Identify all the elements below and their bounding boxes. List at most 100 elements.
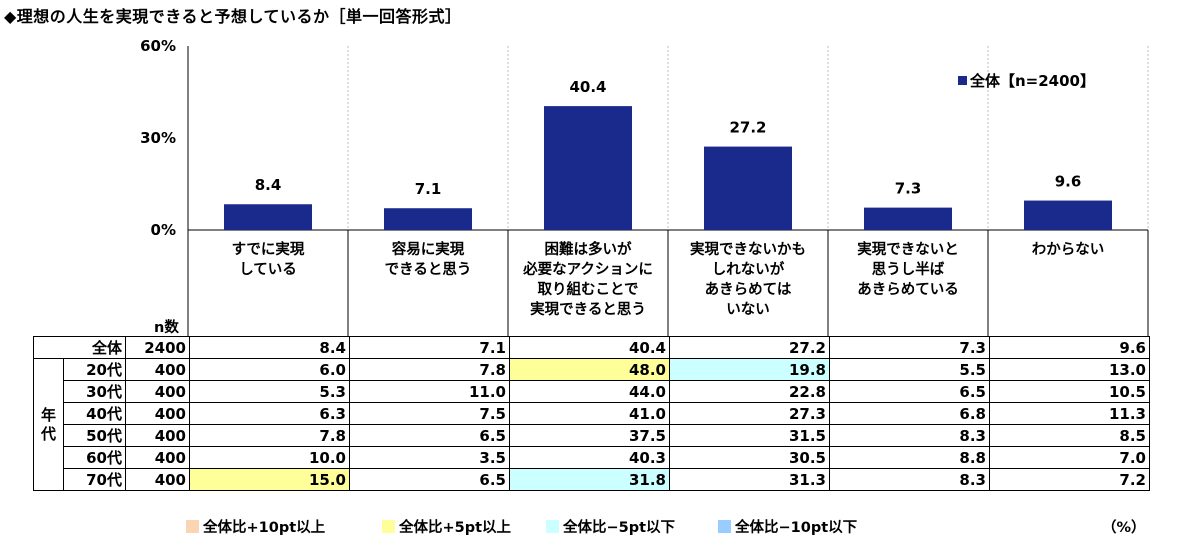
highlight-swatch [546, 520, 559, 533]
data-table: 全体 2400 8.4 7.1 40.4 27.2 7.3 9.6 年 代 20代 400 6.0 7.… [33, 336, 1150, 491]
table-cell: 7.3 [829, 336, 990, 359]
bar [704, 146, 792, 230]
table-cell: 7.0 [989, 446, 1150, 469]
table-cell: 44.0 [509, 380, 670, 403]
category-label: すでに実現 している [231, 242, 305, 278]
table-cell: 10.5 [989, 380, 1150, 403]
table-cell: 41.0 [509, 402, 670, 425]
legend-entry: 全体【n=2400】 [969, 72, 1095, 90]
n-value: 400 [125, 424, 190, 447]
table-cell: 6.0 [189, 358, 350, 381]
row-label: 50代 [63, 424, 126, 447]
legend-swatch [958, 76, 967, 85]
unit-label: （%） [1102, 520, 1146, 536]
table-cell: 7.1 [349, 336, 510, 359]
table-cell: 11.0 [349, 380, 510, 403]
table-cell: 7.8 [189, 424, 350, 447]
table-cell: 7.8 [349, 358, 510, 381]
highlight-swatch [382, 520, 395, 533]
table-cell: 30.5 [669, 446, 830, 469]
table-cell: 22.8 [669, 380, 830, 403]
table-cell: 37.5 [509, 424, 670, 447]
table-cell: 6.5 [829, 380, 990, 403]
n-value: 400 [125, 446, 190, 469]
table-cell: 8.3 [829, 424, 990, 447]
table-cell: 15.0 [189, 468, 350, 491]
table-cell: 40.3 [509, 446, 670, 469]
group-label: 年 代 [33, 358, 64, 491]
row-label: 40代 [63, 402, 126, 425]
table-cell: 48.0 [509, 358, 670, 381]
y-tick-label: 30% [140, 129, 176, 147]
highlight-label: 全体比−10pt以下 [735, 520, 858, 536]
category-label: 困難は多いが 必要なアクションに 取り組むことで 実現できると思う [523, 242, 653, 318]
highlight-label: 全体比−5pt以下 [563, 520, 676, 536]
bar [1024, 200, 1112, 230]
bar [864, 207, 952, 230]
bar-chart: 0% 30% 60% 8.4 7.1 40.4 27.2 7.3 9.6 全体【n=2400】 [140, 37, 1149, 337]
table-row: 70代 400 15.0 6.5 31.8 31.3 8.3 7.2 [34, 468, 1150, 491]
table-cell: 31.8 [509, 468, 670, 491]
highlight-label: 全体比+10pt以上 [203, 520, 326, 536]
n-value: 400 [125, 380, 190, 403]
table-cell: 13.0 [989, 358, 1150, 381]
highlight-label: 全体比+5pt以上 [399, 520, 512, 536]
table-row: 年 代 20代 400 6.0 7.8 48.0 19.8 5.5 13.0 [33, 358, 1150, 491]
highlight-legend-item: 全体比+5pt以上 [382, 516, 511, 537]
table-cell: 6.5 [349, 468, 510, 491]
table-row: 60代 400 10.0 3.5 40.3 30.5 8.8 7.0 [34, 446, 1150, 469]
table-cell: 8.3 [829, 468, 990, 491]
category-label: わからない [1031, 242, 1105, 258]
table-cell: 11.3 [989, 402, 1150, 425]
highlight-swatch [718, 520, 731, 533]
n-value: 2400 [125, 336, 190, 359]
table-cell: 8.8 [829, 446, 990, 469]
chart-title: ◆理想の人生を実現できると予想しているか［単一回答形式］ [4, 7, 462, 26]
table-cell: 40.4 [509, 336, 670, 359]
data-label: 8.4 [255, 176, 282, 194]
highlight-legend-item: 全体比−5pt以下 [546, 516, 675, 537]
category-label: 容易に実現 できると思う [384, 242, 472, 278]
table-cell: 31.3 [669, 468, 830, 491]
table-cell: 5.5 [829, 358, 990, 381]
table-row: 50代 400 7.8 6.5 37.5 31.5 8.3 8.5 [34, 424, 1150, 447]
table-cell: 6.3 [189, 402, 350, 425]
row-label: 30代 [63, 380, 126, 403]
table-cell: 31.5 [669, 424, 830, 447]
data-label: 7.3 [895, 180, 922, 198]
data-label: 7.1 [415, 180, 442, 198]
row-label: 60代 [63, 446, 126, 469]
table-cell: 9.6 [989, 336, 1150, 359]
table-row: 全体 2400 8.4 7.1 40.4 27.2 7.3 9.6 [33, 336, 1150, 359]
table-cell: 27.3 [669, 402, 830, 425]
y-tick-label: 0% [151, 221, 176, 239]
y-tick-label: 60% [140, 37, 176, 55]
highlight-swatch [186, 520, 199, 533]
table-cell: 10.0 [189, 446, 350, 469]
table-cell: 8.4 [189, 336, 350, 359]
table-row: 30代 400 5.3 11.0 44.0 22.8 6.5 10.5 [34, 380, 1150, 403]
row-label: 70代 [63, 468, 126, 491]
table-row: 40代 400 6.3 7.5 41.0 27.3 6.8 11.3 [34, 402, 1150, 425]
table-cell: 6.5 [349, 424, 510, 447]
row-label: 20代 [63, 358, 126, 381]
n-value: 400 [125, 468, 190, 491]
n-value: 400 [125, 358, 190, 381]
data-label: 27.2 [729, 119, 766, 137]
table-cell: 27.2 [669, 336, 830, 359]
table-cell: 5.3 [189, 380, 350, 403]
table-cell: 8.5 [989, 424, 1150, 447]
highlight-legend-item: 全体比+10pt以上 [186, 516, 325, 537]
category-label: 実現できないかも しれないが あきらめては いない [690, 242, 806, 318]
highlight-legend-item: 全体比−10pt以下 [718, 516, 857, 537]
bar [224, 204, 312, 230]
category-label: 実現できないと 思うし半ば あきらめている [857, 242, 959, 298]
table-cell: 6.8 [829, 402, 990, 425]
bar [544, 106, 632, 230]
table-cell: 3.5 [349, 446, 510, 469]
table-cell: 19.8 [669, 358, 830, 381]
bar [384, 208, 472, 230]
table-cell: 7.2 [989, 468, 1150, 491]
n-value: 400 [125, 402, 190, 425]
data-label: 9.6 [1055, 173, 1082, 191]
